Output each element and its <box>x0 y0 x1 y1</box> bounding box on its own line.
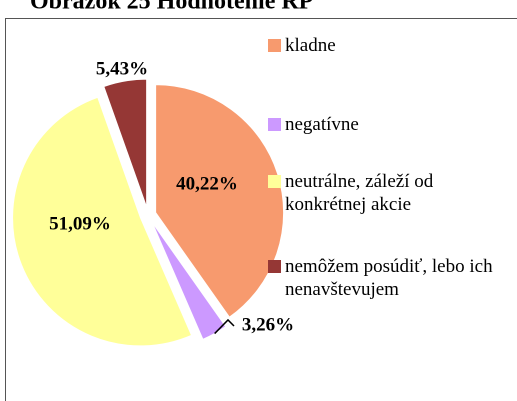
legend-label: kladne <box>285 35 336 56</box>
legend-item: kladne <box>268 34 508 57</box>
pie-slice <box>103 78 148 208</box>
pie-slice <box>155 84 285 318</box>
legend-item: negatívne <box>268 113 508 136</box>
legend-label: neutrálne, záleží od konkrétnej akcie <box>285 171 434 215</box>
data-label: 3,26% <box>242 314 294 335</box>
legend-item: neutrálne, záleží od konkrétnej akcie <box>268 170 508 216</box>
legend-swatch <box>268 118 281 131</box>
frame <box>5 18 517 401</box>
legend-label: nemôžem posúdiť, lebo ich nenavštevujem <box>285 256 493 300</box>
leader-line <box>214 318 235 335</box>
data-label: 5,43% <box>96 58 148 79</box>
legend-label: negatívne <box>285 114 359 135</box>
legend-swatch <box>268 175 281 188</box>
legend-item: nemôžem posúdiť, lebo ich nenavštevujem <box>268 255 508 301</box>
chart-title: Obrázok 25 Hodnotenie RP <box>30 0 313 15</box>
legend-swatch <box>268 39 281 52</box>
data-label: 40,22% <box>176 173 238 194</box>
legend-swatch <box>268 260 281 273</box>
pie-slice <box>12 96 193 347</box>
data-label: 51,09% <box>49 213 111 234</box>
